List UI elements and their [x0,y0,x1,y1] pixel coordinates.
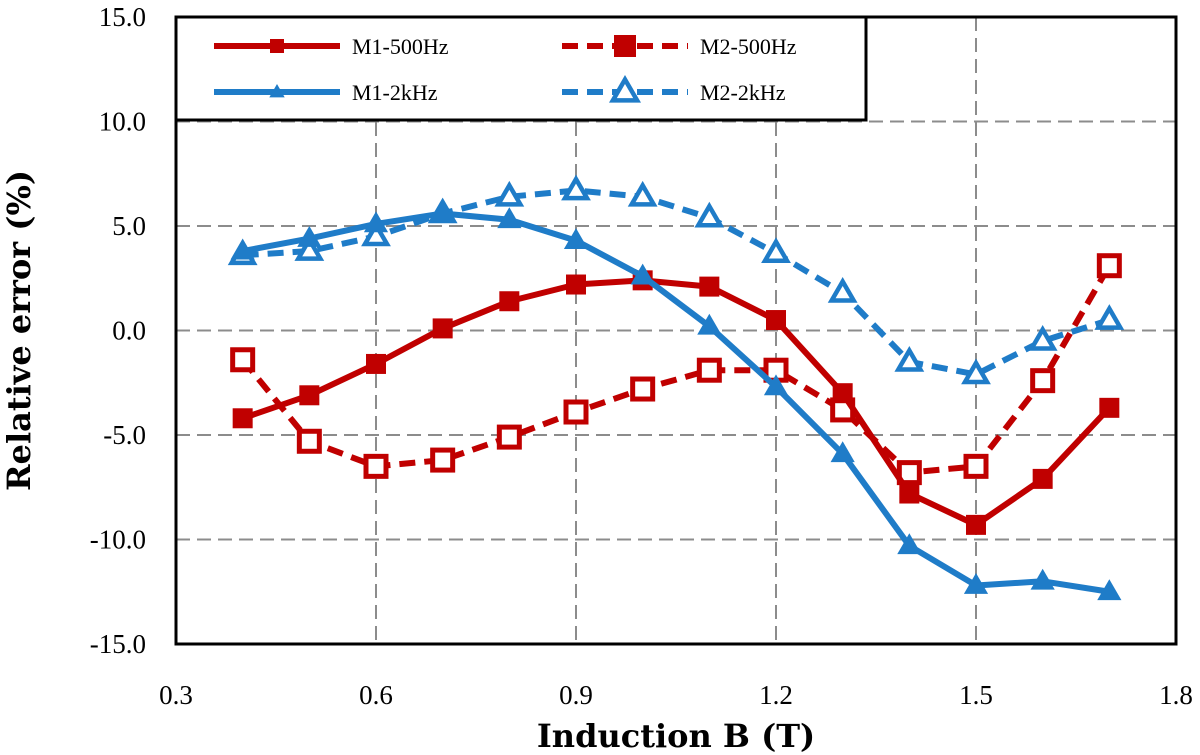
data-point [630,263,655,285]
data-point [896,460,922,486]
legend-box [174,15,868,122]
y-tick-label: 15.0 [99,2,146,32]
data-point [963,453,989,479]
data-point [297,226,322,247]
y-tick-label: 0.0 [112,316,146,346]
data-point [766,310,786,331]
y-tick-label: -15.0 [90,629,146,659]
x-tick-label: 0.9 [559,680,593,710]
data-point [894,345,925,372]
x-tick-label: 0.3 [159,680,193,710]
legend-item-M1-2kHz: M1-2kHz [214,80,438,105]
y-tick-label: -10.0 [90,525,146,555]
data-point [694,201,725,228]
data-point [961,358,991,385]
data-point [1032,468,1053,489]
ticks: 0.3 0.6 0.9 1.2 1.5 1.8 15.0 10.0 5.0 0.0 -5.0 -10.… [90,2,1193,710]
x-tick-label: 1.2 [759,680,793,710]
data-point [270,39,284,53]
data-point [497,207,522,229]
data-point [699,276,720,297]
series-line [242,210,1110,595]
x-tick-label: 1.5 [959,680,993,710]
data-point [963,572,989,594]
data-point [763,374,789,396]
data-point [830,441,855,463]
data-point [832,383,853,404]
legend-item-M1-500Hz: M1-500Hz [214,34,449,59]
data-point [696,357,722,383]
data-point [566,274,586,295]
legend-label: M2-500Hz [700,34,797,59]
legend-label: M2-2kHz [700,80,786,105]
data-point [608,74,642,103]
data-point [430,200,455,222]
data-point [627,180,658,207]
data-point [363,211,389,233]
x-tick-label: 1.8 [1159,680,1193,710]
data-point [432,318,453,339]
series-M1-2kHz [230,200,1122,601]
data-point [1096,253,1122,279]
series-M1-500Hz [232,270,1120,535]
y-tick-label: 5.0 [112,211,146,241]
data-point [1099,397,1120,418]
data-point [496,424,522,450]
series-layer [227,174,1125,601]
data-point [366,353,386,374]
data-point [563,399,589,425]
data-point [630,376,656,402]
data-point [232,408,253,429]
data-point [966,514,986,535]
legend-label: M1-500Hz [352,34,449,59]
data-point [827,276,858,303]
data-point [1027,325,1058,351]
data-point [897,533,922,555]
data-point [296,428,322,454]
y-tick-label: -5.0 [103,420,146,450]
data-point [294,235,325,261]
data-point [614,35,636,57]
data-point [561,174,591,201]
data-point [230,347,256,373]
data-point [430,447,456,473]
data-point [361,220,391,247]
data-point [563,228,589,249]
data-point [363,453,389,479]
legend: M1-500Hz M2-500Hz M1-2kHz M2-2kHz [174,15,868,122]
legend-label: M1-2kHz [352,80,438,105]
y-tick-label: 10.0 [99,107,146,137]
data-point [230,238,255,260]
data-point [899,483,920,504]
legend-item-M2-2kHz: M2-2kHz [562,74,786,105]
x-tick-label: 0.6 [359,680,393,710]
series-line [242,187,1111,378]
y-axis-title: Relative error (%) [0,170,38,491]
x-axis-title: Induction B (T) [537,717,815,755]
data-point [269,84,285,98]
data-point [299,385,320,406]
data-point [1030,568,1055,590]
data-point [1030,368,1056,394]
data-point [499,291,520,312]
series-M2-500Hz [230,253,1122,486]
legend-item-M2-500Hz: M2-500Hz [562,34,797,59]
data-point [761,237,791,264]
series-line [241,277,1112,528]
data-point [1097,579,1122,601]
data-point [1094,304,1125,330]
data-point [697,313,722,335]
data-point [494,180,525,207]
